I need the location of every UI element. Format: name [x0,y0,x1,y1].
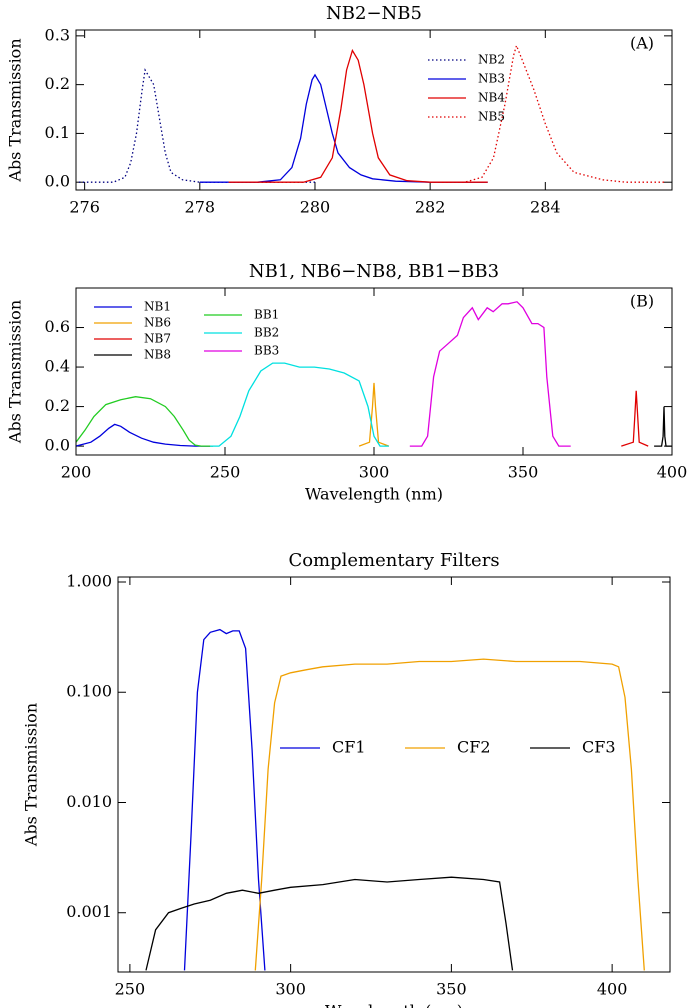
legend-label: BB2 [254,326,279,340]
legend-label: NB6 [144,316,171,330]
series-line [409,301,571,447]
y-tick-label: 0.6 [45,317,70,336]
y-tick-label: 0.2 [45,396,70,415]
chart-title: NB2−NB5 [326,3,422,24]
x-tick-label: 350 [508,463,539,482]
series-line [78,68,315,183]
legend-label: NB5 [478,110,505,124]
legend-label: CF1 [332,738,366,757]
series-line [76,396,214,447]
x-tick-label: 350 [436,980,467,999]
legend-label: NB2 [478,53,505,67]
series-line [76,423,211,447]
y-tick-label: 0.4 [45,357,70,376]
chart-title: NB1, NB6−NB8, BB1−BB3 [249,261,499,282]
series-line [183,628,266,971]
y-tick-label: 0.001 [66,902,112,921]
x-axis-label: Wavelength (nm) [305,485,443,504]
legend-label: NB3 [478,72,505,86]
y-tick-label: 0.0 [45,436,70,455]
series-line [254,658,645,971]
x-tick-label: 400 [657,463,688,482]
plot-lines [76,301,672,447]
y-tick-label: 0.010 [66,792,112,811]
y-tick-label: 0.100 [66,682,112,701]
legend-label: BB1 [254,308,279,322]
legend-label: NB4 [478,91,505,105]
y-axis-label: Abs Transmission [6,300,25,444]
legend-label: BB3 [254,344,279,358]
y-tick-label: 0.3 [45,25,70,44]
x-tick-label: 300 [275,980,306,999]
y-tick-label: 0.1 [45,123,70,142]
chart-title: Complementary Filters [288,550,499,571]
x-tick-label: 282 [415,198,446,217]
series-line [145,876,514,971]
x-tick-label: 276 [69,198,100,217]
x-tick-label: 300 [359,463,390,482]
plot-frame [75,287,673,456]
x-tick-label: 200 [61,463,92,482]
legend-label: NB7 [144,332,171,346]
series-line [430,43,667,183]
x-tick-label: 250 [210,463,241,482]
legend-label: CF2 [457,738,491,757]
series-line [654,406,672,447]
series-line [210,362,389,447]
plot-lines [78,43,667,183]
x-tick-label: 284 [530,198,561,217]
plot-frame [75,29,673,191]
y-tick-label: 0.0 [45,172,70,191]
plot-frame [117,576,671,973]
x-tick-label: 280 [300,198,331,217]
series-line [199,73,488,183]
x-tick-label: 250 [115,980,146,999]
legend-label: NB1 [144,300,171,314]
y-tick-label: 0.2 [45,74,70,93]
series-line [358,382,390,447]
y-tick-label: 1.000 [66,571,112,590]
series-line [621,390,649,447]
plot-lines [145,628,645,971]
x-tick-label: 400 [597,980,628,999]
annotation: (A) [630,34,654,53]
legend-label: NB8 [144,348,171,362]
y-axis-label: Abs Transmission [6,38,25,182]
y-axis-label: Abs Transmission [22,703,41,847]
series-line [228,48,488,183]
annotation: (B) [630,292,654,311]
x-axis-label: Wavelength (nm) [325,1002,463,1008]
x-tick-label: 278 [185,198,216,217]
legend-label: CF3 [582,738,616,757]
